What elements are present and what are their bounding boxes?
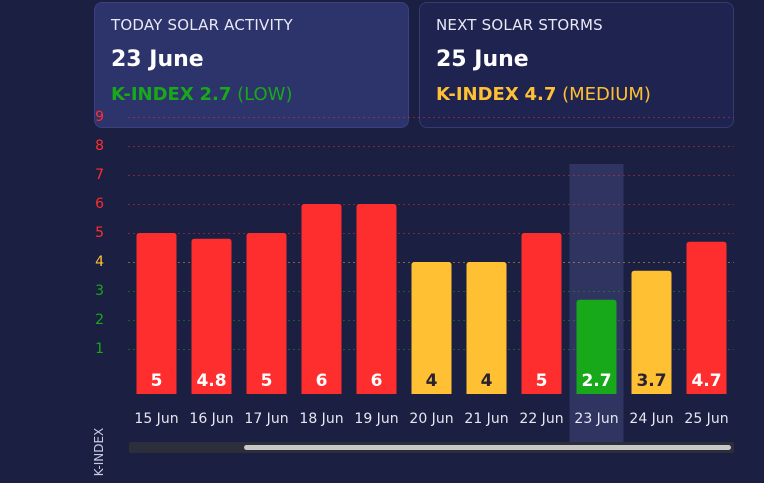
bar-18-jun bbox=[301, 204, 342, 394]
x-tick-label: 25 Jun bbox=[684, 411, 728, 427]
today-level: (LOW) bbox=[237, 84, 293, 105]
y-tick-label: 1 bbox=[95, 341, 104, 357]
x-tick-label: 20 Jun bbox=[409, 411, 453, 427]
next-kindex-line: K-INDEX 4.7 (MEDIUM) bbox=[436, 84, 717, 105]
x-tick-label: 22 Jun bbox=[519, 411, 563, 427]
y-tick-label: 8 bbox=[95, 138, 104, 154]
bar-value-label: 6 bbox=[371, 371, 383, 391]
bar-value-label: 2.7 bbox=[581, 371, 611, 391]
bar-16-jun bbox=[191, 238, 232, 394]
today-date: 23 June bbox=[111, 47, 204, 72]
bar-22-jun bbox=[521, 233, 562, 394]
next-level: (MEDIUM) bbox=[562, 84, 651, 105]
x-tick-label: 23 Jun bbox=[574, 411, 618, 427]
bar-20-jun bbox=[411, 262, 452, 394]
bar-value-label: 6 bbox=[316, 371, 328, 391]
bar-value-label: 5 bbox=[536, 371, 548, 391]
bar-25-jun bbox=[686, 241, 727, 394]
bar-23-jun bbox=[576, 299, 617, 394]
next-date: 25 June bbox=[436, 47, 529, 72]
next-storms-card: NEXT SOLAR STORMS 25 June K-INDEX 4.7 (M… bbox=[419, 2, 734, 128]
today-kindex-value: 2.7 bbox=[199, 84, 232, 105]
y-tick-label: 4 bbox=[95, 254, 104, 270]
bar-value-label: 4 bbox=[426, 371, 438, 391]
x-tick-label: 15 Jun bbox=[134, 411, 178, 427]
chart-scrollbar[interactable] bbox=[129, 442, 734, 453]
bar-value-label: 4.8 bbox=[196, 371, 226, 391]
bar-19-jun bbox=[356, 204, 397, 394]
y-tick-label: 6 bbox=[95, 196, 104, 212]
x-tick-label: 19 Jun bbox=[354, 411, 398, 427]
y-tick-label: 3 bbox=[95, 283, 104, 299]
y-tick-label: 7 bbox=[95, 167, 104, 183]
chart-scrollbar-thumb[interactable] bbox=[244, 445, 731, 450]
today-kindex-line: K-INDEX 2.7 (LOW) bbox=[111, 84, 392, 105]
bar-value-label: 5 bbox=[261, 371, 273, 391]
bar-value-label: 4.7 bbox=[691, 371, 721, 391]
next-caption: NEXT SOLAR STORMS bbox=[436, 16, 603, 34]
x-tick-label: 18 Jun bbox=[299, 411, 343, 427]
bar-21-jun bbox=[466, 262, 507, 394]
bar-15-jun bbox=[136, 233, 177, 394]
x-tick-label: 21 Jun bbox=[464, 411, 508, 427]
next-kindex-label: K-INDEX bbox=[436, 84, 519, 105]
today-activity-card: TODAY SOLAR ACTIVITY 23 June K-INDEX 2.7… bbox=[94, 2, 409, 128]
x-tick-label: 24 Jun bbox=[629, 411, 673, 427]
bar-24-jun bbox=[631, 270, 672, 394]
bar-value-label: 3.7 bbox=[636, 371, 666, 391]
x-tick-label: 17 Jun bbox=[244, 411, 288, 427]
y-axis-title: K-INDEX bbox=[92, 428, 106, 477]
next-kindex-value: 4.7 bbox=[524, 84, 557, 105]
bar-value-label: 4 bbox=[481, 371, 493, 391]
y-tick-label: 5 bbox=[95, 225, 104, 241]
x-tick-label: 16 Jun bbox=[189, 411, 233, 427]
bar-17-jun bbox=[246, 233, 287, 394]
bar-value-label: 5 bbox=[151, 371, 163, 391]
y-tick-label: 2 bbox=[95, 312, 104, 328]
y-tick-label: 9 bbox=[95, 109, 104, 125]
today-kindex-label: K-INDEX bbox=[111, 84, 194, 105]
today-caption: TODAY SOLAR ACTIVITY bbox=[111, 16, 293, 34]
